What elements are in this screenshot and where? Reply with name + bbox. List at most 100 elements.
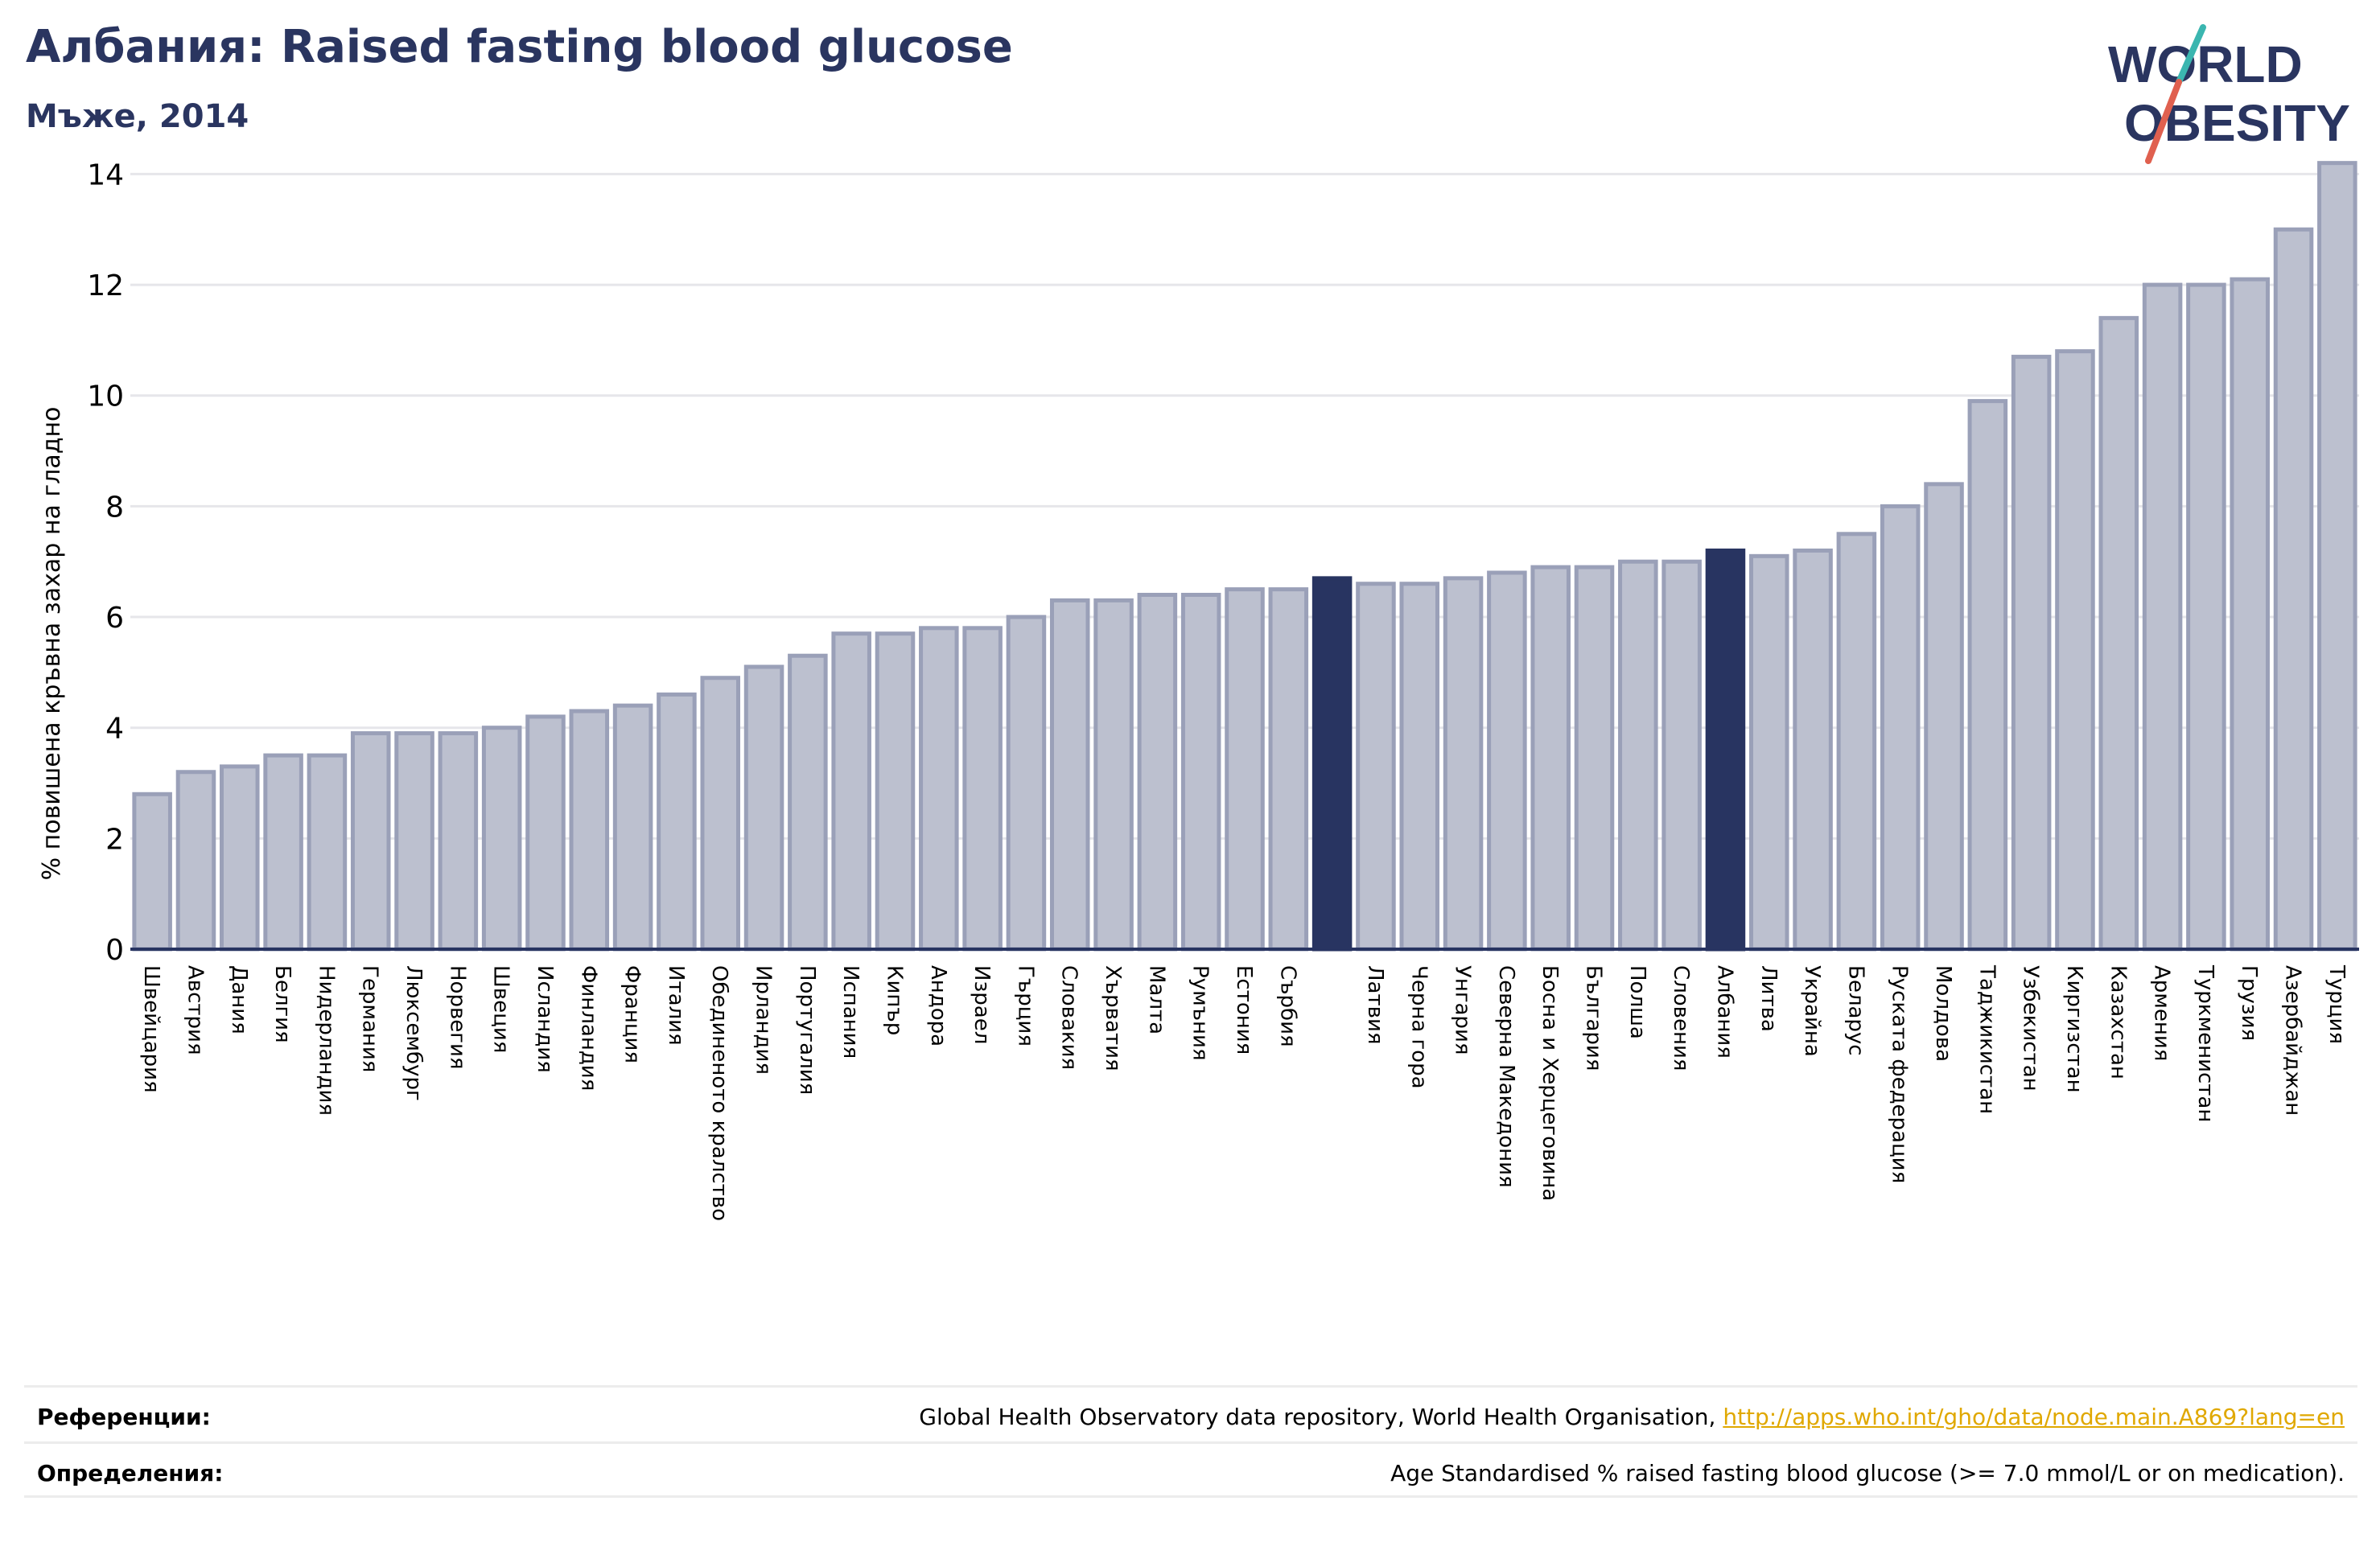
category-label: Словакия	[1057, 965, 1081, 1070]
y-tick-label: 4	[105, 713, 124, 746]
bar	[1793, 548, 1833, 952]
category-label: Испания	[838, 965, 863, 1059]
chart-subtitle: Мъже, 2014	[26, 98, 249, 135]
category-label: България	[1582, 965, 1606, 1071]
references-row: Референции: Global Health Observatory da…	[24, 1385, 2357, 1441]
bar	[788, 653, 828, 952]
bar	[875, 631, 916, 952]
definitions-text: Age Standardised % raised fasting blood …	[1390, 1460, 2345, 1486]
logo-slash-top	[2176, 24, 2206, 85]
category-label: Белгия	[270, 965, 294, 1043]
category-label: Киргизстан	[2062, 965, 2086, 1093]
category-label: Албания	[1712, 965, 1736, 1059]
bar-highlighted	[1311, 576, 1353, 952]
bar	[1225, 587, 1265, 952]
bar	[612, 703, 653, 952]
y-tick-label: 14	[87, 158, 124, 191]
logo-slash-bottom	[2145, 79, 2182, 164]
y-tick-label: 2	[105, 823, 124, 856]
bar	[1880, 504, 1921, 952]
bar	[438, 731, 479, 952]
bar	[1443, 576, 1484, 952]
bar	[1574, 565, 1615, 952]
logo-line1: WORLD	[2108, 35, 2303, 93]
bar	[132, 792, 172, 952]
category-label: Гърция	[1013, 965, 1037, 1047]
bar	[743, 664, 784, 952]
category-label: Франция	[620, 965, 644, 1063]
bar	[1967, 399, 2008, 952]
category-label: Азербайджан	[2281, 965, 2305, 1116]
category-label: Германия	[358, 965, 382, 1072]
category-label: Туркменистан	[2193, 964, 2217, 1122]
y-axis-label: % повишена кръвна захар на гладно	[38, 407, 66, 881]
category-labels: Швейцария Австрия Дания Белгия Нидерландия Ге…	[139, 964, 2349, 1221]
category-label: Грузия	[2237, 965, 2261, 1041]
bar	[220, 764, 260, 952]
bar	[307, 753, 348, 952]
definitions-label: Определения:	[37, 1460, 224, 1486]
y-tick-label: 0	[105, 934, 124, 967]
category-label: Хърватия	[1101, 965, 1125, 1071]
category-label: Таджикистан	[1974, 964, 1999, 1114]
y-tick-label: 10	[87, 380, 124, 413]
category-label: Украйна	[1800, 965, 1824, 1057]
category-label: Нидерландия	[314, 965, 338, 1116]
bar	[394, 731, 434, 952]
bar	[1530, 565, 1571, 952]
definitions-row: Определения: Age Standardised % raised f…	[24, 1441, 2357, 1498]
world-obesity-logo: WORLD OBESITY	[2108, 24, 2350, 164]
bar	[1049, 598, 1090, 952]
category-label: Полша	[1625, 965, 1649, 1039]
chart-title: Албания: Raised fasting blood glucose	[26, 21, 1013, 73]
bar	[569, 709, 610, 952]
bar	[2186, 282, 2226, 952]
category-label: Естония	[1232, 965, 1256, 1055]
category-label: Швейцария	[139, 965, 163, 1093]
category-label: Дания	[227, 965, 251, 1034]
category-label: Финландия	[576, 965, 600, 1091]
category-label: Швеция	[489, 965, 513, 1053]
category-label: Андора	[926, 965, 950, 1047]
bar	[1399, 582, 1440, 952]
category-label: Латвия	[1363, 965, 1387, 1045]
category-label: Северна Македония	[1494, 965, 1518, 1188]
category-label: Босна и Херцеговина	[1538, 965, 1562, 1201]
bar	[657, 692, 697, 952]
references-link[interactable]: http://apps.who.int/gho/data/node.main.A…	[1723, 1404, 2345, 1430]
bar	[919, 626, 959, 952]
bar	[350, 731, 391, 952]
category-label: Обединеното кралство	[707, 965, 731, 1221]
bar	[525, 714, 566, 952]
category-label: Черна гора	[1406, 965, 1431, 1089]
category-label: Литва	[1756, 965, 1781, 1032]
category-label: Ирландия	[751, 965, 776, 1075]
bar	[2230, 277, 2270, 952]
bar	[2142, 282, 2183, 952]
category-label: Руската федерация	[1888, 965, 1912, 1183]
references-label: Референции:	[37, 1404, 211, 1430]
category-label: Турция	[2324, 964, 2349, 1044]
category-label: Казахстан	[2106, 965, 2130, 1079]
category-label: Армения	[2150, 965, 2174, 1061]
bar	[2055, 349, 2095, 952]
bar	[2098, 315, 2139, 952]
bar	[1748, 553, 1789, 952]
bar	[962, 626, 1003, 952]
category-label: Молдова	[1931, 965, 1955, 1062]
y-tick-label: 8	[105, 491, 124, 524]
bar	[831, 631, 871, 952]
bar	[1137, 593, 1178, 952]
bar	[1093, 598, 1134, 952]
bar	[1180, 593, 1221, 952]
bar	[2317, 161, 2357, 952]
bar	[700, 676, 741, 952]
category-label: Австрия	[183, 965, 207, 1055]
category-label: Норвегия	[445, 965, 469, 1069]
bar	[1924, 482, 1964, 952]
references-source: Global Health Observatory data repositor…	[919, 1404, 1723, 1430]
references-text: Global Health Observatory data repositor…	[919, 1404, 2345, 1430]
bar	[1006, 615, 1047, 952]
footer-table: Референции: Global Health Observatory da…	[24, 1385, 2357, 1498]
bar	[1487, 570, 1527, 952]
